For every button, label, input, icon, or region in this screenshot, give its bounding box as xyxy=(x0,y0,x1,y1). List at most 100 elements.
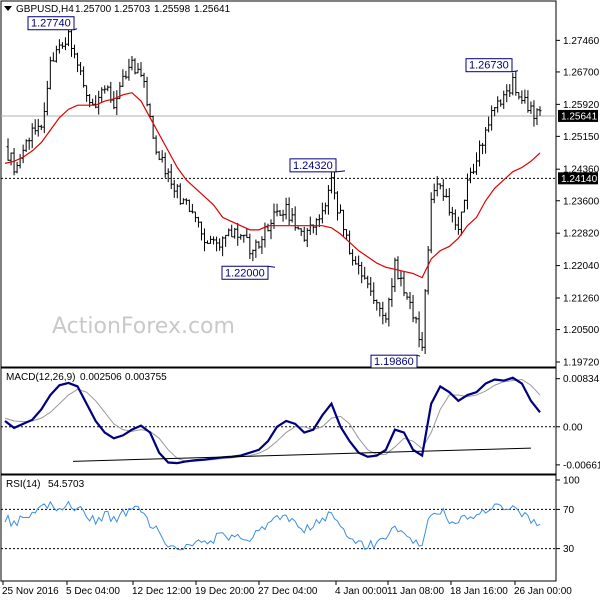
ohlc-bar xyxy=(199,221,203,241)
ohlc-bar xyxy=(266,223,270,232)
ohlc-bar xyxy=(529,101,533,114)
ohlc-bar xyxy=(426,246,430,295)
ohlc-bar xyxy=(366,275,370,289)
ohlc-bar xyxy=(136,62,140,74)
price-callout: 1.22000 xyxy=(221,265,276,280)
ohlc-bar xyxy=(9,152,13,166)
rsi-panel xyxy=(0,474,557,582)
ohlc-bar xyxy=(372,282,376,304)
price-tick-label: 1.20500 xyxy=(563,325,600,336)
ohlc-bar xyxy=(532,100,536,127)
ohlc-bar xyxy=(230,224,234,238)
callout-label: 1.24320 xyxy=(293,160,333,172)
ohlc-bar xyxy=(94,95,98,109)
price-axis: 1.27460 1.26700 1.25920 1.25150 1.24360 1.236… xyxy=(556,36,600,369)
ohlc-bar xyxy=(157,151,161,161)
ohlc-bar xyxy=(281,209,285,222)
macd-trendline xyxy=(72,447,531,462)
price-bars xyxy=(6,25,542,355)
ohlc-bar xyxy=(456,216,460,235)
ohlc-bar xyxy=(287,197,291,226)
ohlc-bar xyxy=(242,234,246,243)
time-tick-label: 18 Jan 16:00 xyxy=(450,586,508,597)
macd-value: 0.002506 xyxy=(80,372,122,383)
ohlc-bar xyxy=(520,90,524,104)
ohlc-bar xyxy=(447,188,451,216)
ohlc-bar xyxy=(323,202,327,215)
ohlc-bar xyxy=(106,85,110,92)
ohlc-bar xyxy=(145,76,149,107)
macd-panel xyxy=(0,367,557,475)
ohlc-bar xyxy=(526,90,530,113)
price-callout: 1.19860 xyxy=(370,354,421,369)
ohlc-bar xyxy=(314,218,318,236)
ohlc-close: 1.25641 xyxy=(194,4,231,15)
ohlc-bar xyxy=(369,276,373,296)
price-callout: 1.26730 xyxy=(465,58,519,73)
ohlc-bar xyxy=(502,90,506,109)
price-tick-label: 1.27460 xyxy=(563,36,600,47)
ohlc-bar xyxy=(48,56,52,90)
ohlc-bar xyxy=(275,203,279,217)
ohlc-bar xyxy=(45,80,49,116)
ohlc-bar xyxy=(133,58,137,75)
ohlc-bar xyxy=(33,119,37,135)
ohlc-bar xyxy=(178,183,182,205)
ohlc-bar xyxy=(260,236,264,255)
ohlc-bar xyxy=(375,299,379,311)
time-tick-label: 25 Nov 2016 xyxy=(2,586,59,597)
ohlc-bar xyxy=(175,184,179,199)
rsi-grid xyxy=(1,508,556,550)
ohlc-bar xyxy=(91,98,95,106)
ohlc-bar xyxy=(390,278,394,307)
ohlc-bar xyxy=(332,169,336,200)
time-tick-label: 12 Dec 12:00 xyxy=(132,586,192,597)
ohlc-bar xyxy=(97,90,101,115)
symbol-label: GBPUSD,H4 xyxy=(16,4,74,15)
macd-tick-label: 0.008341 xyxy=(563,374,600,385)
ohlc-low: 1.25598 xyxy=(154,4,191,15)
ohlc-bar xyxy=(233,227,237,239)
ohlc-bar xyxy=(245,228,249,239)
price-tick-label: 1.26700 xyxy=(563,67,600,78)
ohlc-bar xyxy=(15,162,19,174)
time-tick-label: 5 Dec 04:00 xyxy=(66,586,120,597)
price-tick-label: 1.24360 xyxy=(563,165,600,176)
time-tick-label: 26 Jan 00:00 xyxy=(514,586,572,597)
ohlc-bar xyxy=(384,312,388,323)
ohlc-bar xyxy=(112,91,116,110)
ohlc-bar xyxy=(251,249,255,262)
price-callout: 1.27740 xyxy=(27,16,78,31)
ohlc-bar xyxy=(124,70,128,80)
ohlc-bar xyxy=(484,126,488,154)
ohlc-open: 1.25700 xyxy=(75,4,112,15)
ohlc-bar xyxy=(6,138,10,161)
ohlc-bar xyxy=(154,135,158,155)
ohlc-bar xyxy=(378,302,382,317)
ohlc-bar xyxy=(320,202,324,224)
time-tick-label: 19 Dec 20:00 xyxy=(195,586,255,597)
ohlc-bar xyxy=(163,152,167,178)
ohlc-bar xyxy=(236,222,240,246)
ohlc-bar xyxy=(296,226,300,230)
ohlc-bar xyxy=(172,179,176,198)
ohlc-bar xyxy=(272,203,276,229)
price-tick-label: 1.23600 xyxy=(563,196,600,207)
ohlc-bar xyxy=(402,271,406,297)
time-tick-label: 4 Jan 00:00 xyxy=(335,586,388,597)
ohlc-bar xyxy=(184,198,188,205)
rsi-header: RSI(14) 54.5703 xyxy=(6,479,85,490)
ohlc-bar xyxy=(181,198,185,205)
ohlc-bar xyxy=(57,39,61,54)
ohlc-bar xyxy=(345,229,349,240)
ohlc-bar xyxy=(481,142,485,155)
ohlc-bar xyxy=(79,62,83,76)
ohlc-bar xyxy=(54,45,58,63)
ohlc-bar xyxy=(511,72,515,96)
ohlc-bar xyxy=(257,241,261,249)
ohlc-bar xyxy=(30,123,34,149)
ohlc-bar xyxy=(462,199,466,213)
ohlc-bar xyxy=(148,103,152,118)
macd-line xyxy=(4,376,541,465)
